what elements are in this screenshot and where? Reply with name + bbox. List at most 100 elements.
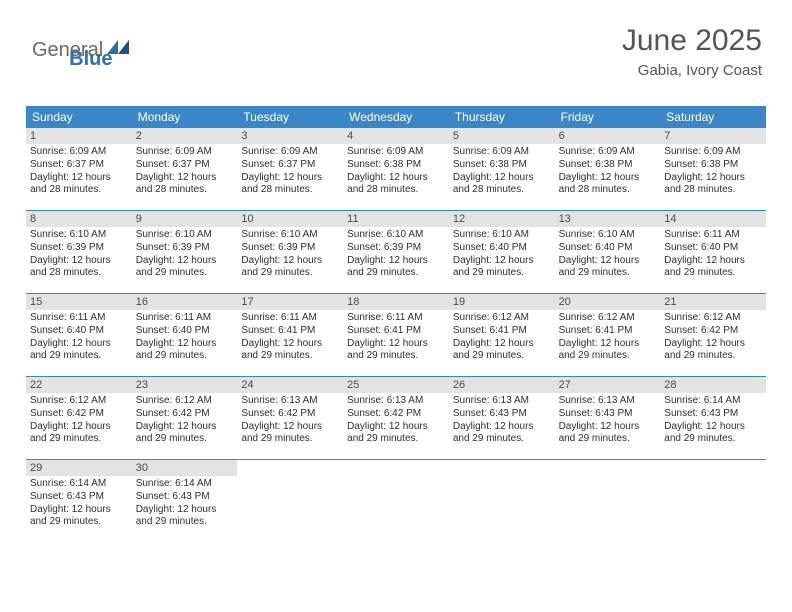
sunset-text: Sunset: 6:39 PM	[241, 242, 339, 255]
daylight-text: and 29 minutes.	[453, 267, 551, 280]
day-cell: 4Sunrise: 6:09 AMSunset: 6:38 PMDaylight…	[343, 128, 449, 210]
day-number: 21	[660, 294, 766, 310]
daylight-text: and 29 minutes.	[30, 516, 128, 529]
day-number: 25	[343, 377, 449, 393]
sunset-text: Sunset: 6:43 PM	[136, 491, 234, 504]
day-number: 12	[449, 211, 555, 227]
daylight-text: and 29 minutes.	[136, 433, 234, 446]
day-number: 27	[555, 377, 661, 393]
sunrise-text: Sunrise: 6:12 AM	[30, 395, 128, 408]
sunrise-text: Sunrise: 6:12 AM	[664, 312, 762, 325]
daylight-text: and 28 minutes.	[664, 184, 762, 197]
sunset-text: Sunset: 6:38 PM	[347, 159, 445, 172]
daylight-text: and 28 minutes.	[241, 184, 339, 197]
daylight-text: and 29 minutes.	[559, 350, 657, 363]
daylight-text: Daylight: 12 hours	[30, 421, 128, 434]
day-number: 9	[132, 211, 238, 227]
daylight-text: and 28 minutes.	[30, 184, 128, 197]
day-cell: 29Sunrise: 6:14 AMSunset: 6:43 PMDayligh…	[26, 460, 132, 542]
week-row: 15Sunrise: 6:11 AMSunset: 6:40 PMDayligh…	[26, 294, 766, 377]
day-cell	[555, 460, 661, 542]
day-number: 22	[26, 377, 132, 393]
sunset-text: Sunset: 6:43 PM	[664, 408, 762, 421]
daylight-text: Daylight: 12 hours	[241, 172, 339, 185]
sunset-text: Sunset: 6:39 PM	[30, 242, 128, 255]
sunrise-text: Sunrise: 6:13 AM	[241, 395, 339, 408]
daylight-text: Daylight: 12 hours	[347, 255, 445, 268]
day-number: 2	[132, 128, 238, 144]
day-cell	[343, 460, 449, 542]
daylight-text: Daylight: 12 hours	[241, 421, 339, 434]
daylight-text: Daylight: 12 hours	[30, 504, 128, 517]
day-number: 23	[132, 377, 238, 393]
day-number: 1	[26, 128, 132, 144]
day-cell: 18Sunrise: 6:11 AMSunset: 6:41 PMDayligh…	[343, 294, 449, 376]
sunset-text: Sunset: 6:39 PM	[347, 242, 445, 255]
daylight-text: Daylight: 12 hours	[347, 172, 445, 185]
daylight-text: and 29 minutes.	[664, 350, 762, 363]
day-cell	[660, 460, 766, 542]
sunset-text: Sunset: 6:43 PM	[30, 491, 128, 504]
daylight-text: Daylight: 12 hours	[136, 338, 234, 351]
sunset-text: Sunset: 6:37 PM	[241, 159, 339, 172]
sunset-text: Sunset: 6:41 PM	[241, 325, 339, 338]
sunset-text: Sunset: 6:37 PM	[30, 159, 128, 172]
daylight-text: Daylight: 12 hours	[559, 421, 657, 434]
sunrise-text: Sunrise: 6:09 AM	[453, 146, 551, 159]
daylight-text: and 29 minutes.	[559, 433, 657, 446]
location-subtitle: Gabia, Ivory Coast	[622, 62, 762, 79]
sunrise-text: Sunrise: 6:14 AM	[664, 395, 762, 408]
day-number: 18	[343, 294, 449, 310]
daylight-text: and 29 minutes.	[453, 433, 551, 446]
day-number: 20	[555, 294, 661, 310]
day-cell: 3Sunrise: 6:09 AMSunset: 6:37 PMDaylight…	[237, 128, 343, 210]
day-number: 11	[343, 211, 449, 227]
sunrise-text: Sunrise: 6:09 AM	[30, 146, 128, 159]
daylight-text: and 29 minutes.	[136, 516, 234, 529]
sunrise-text: Sunrise: 6:12 AM	[136, 395, 234, 408]
day-cell: 8Sunrise: 6:10 AMSunset: 6:39 PMDaylight…	[26, 211, 132, 293]
sunset-text: Sunset: 6:38 PM	[559, 159, 657, 172]
daylight-text: and 29 minutes.	[664, 267, 762, 280]
weekday-label: Saturday	[660, 106, 766, 128]
sunrise-text: Sunrise: 6:09 AM	[664, 146, 762, 159]
daylight-text: Daylight: 12 hours	[453, 421, 551, 434]
weekday-label: Tuesday	[237, 106, 343, 128]
sunset-text: Sunset: 6:42 PM	[30, 408, 128, 421]
weekday-label: Sunday	[26, 106, 132, 128]
day-number: 30	[132, 460, 238, 476]
daylight-text: and 29 minutes.	[347, 433, 445, 446]
day-cell: 5Sunrise: 6:09 AMSunset: 6:38 PMDaylight…	[449, 128, 555, 210]
daylight-text: Daylight: 12 hours	[347, 338, 445, 351]
daylight-text: Daylight: 12 hours	[136, 172, 234, 185]
day-cell: 26Sunrise: 6:13 AMSunset: 6:43 PMDayligh…	[449, 377, 555, 459]
logo: General Blue	[32, 30, 113, 71]
daylight-text: Daylight: 12 hours	[664, 338, 762, 351]
day-number: 29	[26, 460, 132, 476]
day-cell: 20Sunrise: 6:12 AMSunset: 6:41 PMDayligh…	[555, 294, 661, 376]
day-cell: 27Sunrise: 6:13 AMSunset: 6:43 PMDayligh…	[555, 377, 661, 459]
day-cell: 13Sunrise: 6:10 AMSunset: 6:40 PMDayligh…	[555, 211, 661, 293]
sunset-text: Sunset: 6:42 PM	[347, 408, 445, 421]
weekday-label: Thursday	[449, 106, 555, 128]
day-cell: 9Sunrise: 6:10 AMSunset: 6:39 PMDaylight…	[132, 211, 238, 293]
day-number: 28	[660, 377, 766, 393]
week-row: 8Sunrise: 6:10 AMSunset: 6:39 PMDaylight…	[26, 211, 766, 294]
daylight-text: and 29 minutes.	[136, 350, 234, 363]
sunset-text: Sunset: 6:40 PM	[453, 242, 551, 255]
day-cell: 7Sunrise: 6:09 AMSunset: 6:38 PMDaylight…	[660, 128, 766, 210]
daylight-text: Daylight: 12 hours	[136, 255, 234, 268]
sunset-text: Sunset: 6:41 PM	[559, 325, 657, 338]
logo-word2: Blue	[69, 48, 112, 71]
daylight-text: Daylight: 12 hours	[30, 172, 128, 185]
daylight-text: and 28 minutes.	[347, 184, 445, 197]
daylight-text: and 29 minutes.	[347, 350, 445, 363]
day-cell: 10Sunrise: 6:10 AMSunset: 6:39 PMDayligh…	[237, 211, 343, 293]
sunrise-text: Sunrise: 6:13 AM	[453, 395, 551, 408]
daylight-text: and 29 minutes.	[453, 350, 551, 363]
day-cell: 19Sunrise: 6:12 AMSunset: 6:41 PMDayligh…	[449, 294, 555, 376]
sunrise-text: Sunrise: 6:10 AM	[30, 229, 128, 242]
daylight-text: Daylight: 12 hours	[453, 255, 551, 268]
day-number: 14	[660, 211, 766, 227]
sunset-text: Sunset: 6:38 PM	[664, 159, 762, 172]
